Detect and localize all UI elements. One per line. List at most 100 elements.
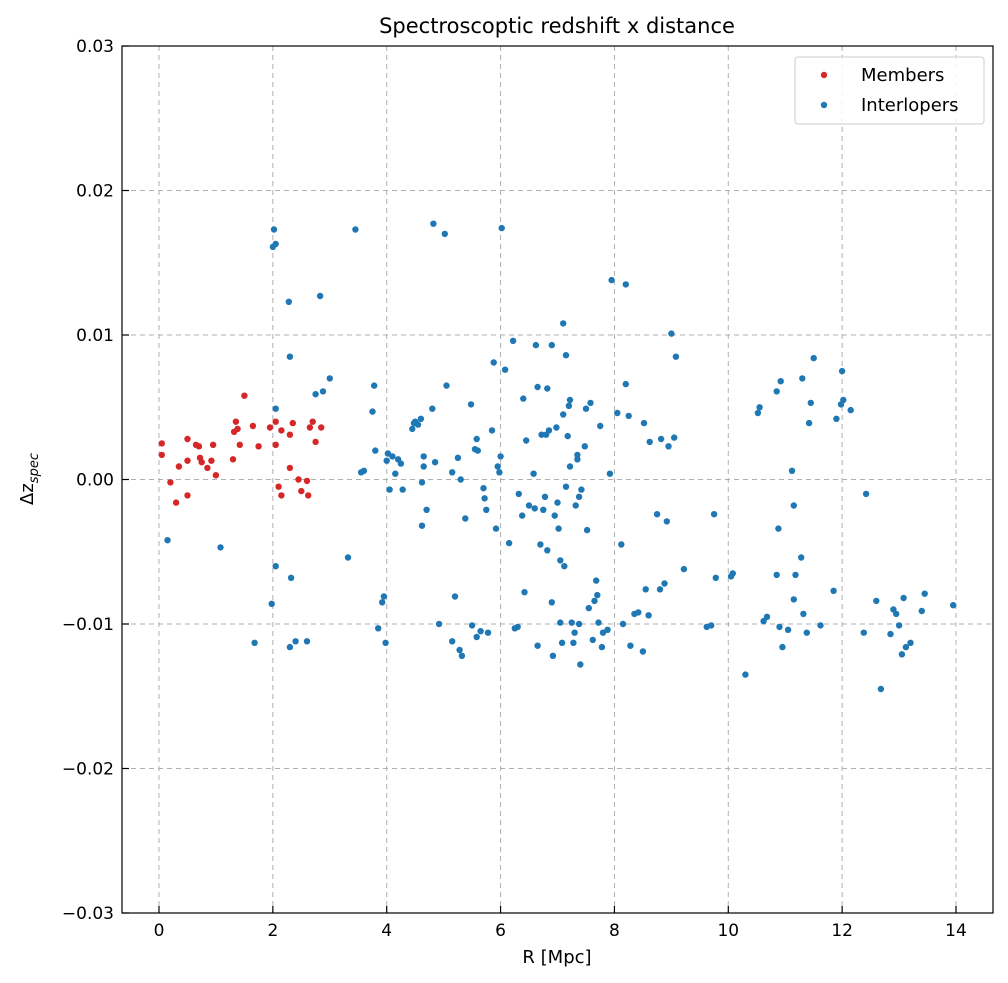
interlopers-point <box>790 596 797 603</box>
interlopers-point <box>538 431 545 438</box>
interlopers-point <box>496 469 503 476</box>
members-point <box>286 464 294 472</box>
interlopers-point <box>779 643 786 651</box>
interlopers-point <box>575 620 583 628</box>
y-tick-label: 0.03 <box>76 37 114 57</box>
interlopers-point <box>847 406 854 414</box>
interlopers-point <box>549 652 557 659</box>
x-tick-label: 8 <box>609 921 620 941</box>
members-point <box>236 441 243 448</box>
members-point <box>208 457 215 464</box>
members-point <box>303 477 311 485</box>
interlopers-point <box>544 547 551 554</box>
interlopers-point <box>950 602 957 609</box>
interlopers-point <box>272 563 279 570</box>
interlopers-point <box>805 419 813 427</box>
interlopers-point <box>581 443 588 450</box>
members-point <box>306 424 314 431</box>
interlopers-point <box>545 427 553 434</box>
interlopers-point <box>380 593 388 600</box>
interlopers-point <box>492 525 500 532</box>
interlopers-point <box>792 571 799 579</box>
members-point <box>318 424 325 431</box>
interlopers-point <box>775 525 782 532</box>
interlopers-point <box>798 554 805 561</box>
interlopers-point <box>708 622 715 629</box>
members-point <box>272 418 279 425</box>
members-point <box>272 441 279 448</box>
members-point <box>184 435 191 443</box>
interlopers-point <box>594 591 601 599</box>
interlopers-point <box>286 643 294 651</box>
interlopers-point <box>551 512 558 519</box>
interlopers-point <box>397 460 405 467</box>
interlopers-point <box>887 630 894 638</box>
interlopers-point <box>642 586 649 593</box>
interlopers-point <box>803 629 810 636</box>
x-tick-label: 10 <box>717 921 739 941</box>
interlopers-point <box>457 476 464 483</box>
interlopers-point <box>509 337 517 344</box>
interlopers-point <box>597 422 604 430</box>
interlopers-point <box>287 574 295 581</box>
interlopers-point <box>593 577 600 584</box>
interlopers-point <box>570 639 577 646</box>
interlopers-point <box>773 388 780 395</box>
interlopers-point <box>742 671 749 678</box>
members-point <box>255 443 262 450</box>
interlopers-point <box>893 610 900 618</box>
interlopers-point <box>900 594 907 602</box>
data-points <box>158 220 957 693</box>
y-tick-label: −0.01 <box>62 615 114 635</box>
interlopers-point <box>661 580 668 587</box>
interlopers-point <box>589 636 596 644</box>
members-point <box>184 492 191 499</box>
interlopers-point <box>907 639 914 646</box>
legend-box <box>794 56 985 125</box>
interlopers-point <box>639 648 647 655</box>
interlopers-point <box>292 638 299 645</box>
interlopers-point <box>521 589 528 596</box>
interlopers-point <box>392 470 399 477</box>
x-tick-label: 2 <box>267 921 278 941</box>
interlopers-point <box>729 570 736 577</box>
interlopers-point <box>429 405 436 412</box>
members-point <box>158 440 165 447</box>
members-point <box>209 441 217 448</box>
interlopers-point <box>598 643 606 651</box>
interlopers-point <box>754 409 762 417</box>
interlopers-point <box>481 495 488 502</box>
interlopers-point <box>595 619 602 626</box>
interlopers-point <box>560 320 567 327</box>
interlopers-point <box>830 587 837 594</box>
members-point <box>305 492 312 499</box>
interlopers-point <box>833 415 840 422</box>
interlopers-point <box>877 685 885 693</box>
interlopers-point <box>326 375 333 382</box>
members-point <box>289 419 296 427</box>
interlopers-point <box>458 652 466 659</box>
interlopers-point <box>360 467 368 474</box>
interlopers-point <box>668 330 675 337</box>
interlopers-point <box>554 499 561 506</box>
members-point <box>167 479 174 486</box>
members-point <box>278 492 285 499</box>
chart-title: Spectroscoptic redshift x distance <box>379 14 735 38</box>
legend-marker-members <box>820 71 828 79</box>
interlopers-point <box>895 622 903 629</box>
y-tick-label: 0.01 <box>76 326 114 346</box>
interlopers-point <box>585 604 592 612</box>
legend-label-members: Members <box>861 65 944 86</box>
interlopers-point <box>557 619 564 626</box>
interlopers-point <box>523 437 530 444</box>
interlopers-point <box>270 226 278 233</box>
legend-label-interlopers: Interlopers <box>861 95 959 116</box>
interlopers-point <box>566 463 574 470</box>
interlopers-point <box>773 571 780 579</box>
y-axis-title: Δzspec <box>17 453 42 505</box>
members-point <box>232 418 240 425</box>
legend: Members Interlopers <box>794 56 985 125</box>
interlopers-point <box>618 541 625 548</box>
interlopers-point <box>534 383 541 391</box>
interlopers-point <box>656 586 664 593</box>
